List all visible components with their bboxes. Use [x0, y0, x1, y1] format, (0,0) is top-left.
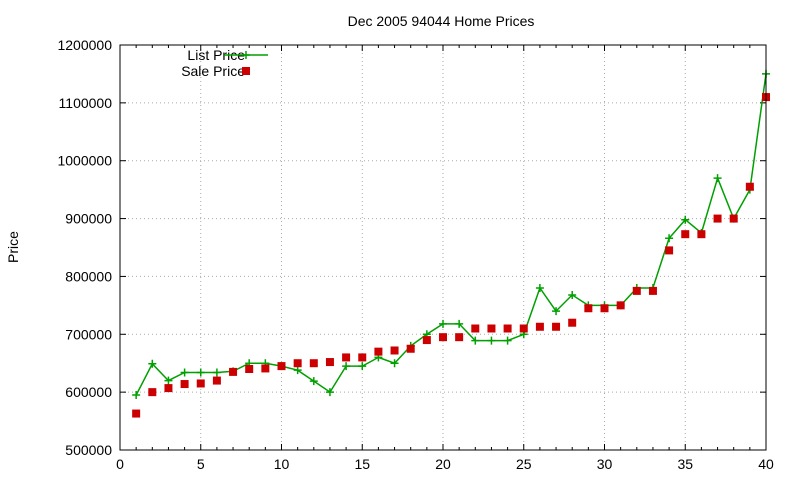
sale-price-point — [519, 324, 528, 333]
plot-frame — [119, 44, 767, 451]
sale-price-point — [439, 333, 447, 342]
x-tick-label: 10 — [274, 456, 290, 472]
sale-price-point — [261, 364, 270, 373]
sale-price-point — [568, 318, 577, 327]
sale-price-point — [681, 230, 690, 239]
sale-price-point — [535, 322, 544, 331]
sale-price-point — [697, 230, 706, 239]
sale-price-point — [665, 246, 674, 255]
x-tick-label: 0 — [116, 456, 124, 472]
sale-price-point — [293, 359, 302, 368]
list-price-point — [665, 234, 674, 243]
sale-price-point — [471, 324, 480, 333]
sale-price-point — [374, 347, 383, 356]
sale-price-point — [552, 322, 561, 331]
sale-price-point — [164, 384, 173, 393]
sale-price-point — [503, 324, 512, 333]
list-price-point — [164, 376, 173, 385]
list-price-point — [309, 377, 318, 386]
series-layer — [132, 69, 770, 418]
list-price-point — [455, 319, 464, 328]
sale-price-point — [390, 346, 399, 355]
x-tick-label: 25 — [516, 456, 532, 472]
list-price-point — [390, 359, 399, 368]
list-price-point — [713, 174, 722, 183]
x-tick-label: 35 — [677, 456, 693, 472]
list-price-line — [135, 73, 767, 396]
legend-plus-marker — [242, 51, 250, 59]
list-price-point — [148, 359, 157, 368]
sale-price-point — [277, 362, 286, 371]
sale-price-point — [325, 358, 334, 367]
sale-price-point — [632, 286, 641, 295]
x-tick-label: 40 — [758, 456, 774, 472]
sale-price-point — [455, 333, 464, 342]
sale-price-point — [487, 324, 496, 333]
sale-price-point — [616, 301, 625, 310]
list-price-point — [487, 336, 496, 345]
x-tick-label: 5 — [197, 456, 205, 472]
chart-title: Dec 2005 94044 Home Prices — [348, 13, 535, 29]
x-tick-label: 30 — [597, 456, 613, 472]
sale-price-point — [229, 367, 238, 376]
sale-price-point — [196, 379, 205, 388]
sale-price-point — [180, 380, 189, 389]
sale-price-point — [212, 376, 221, 385]
list-price-point — [358, 362, 367, 371]
list-price-point — [681, 215, 690, 224]
list-price-point — [503, 336, 512, 345]
sale-price-point — [342, 353, 351, 362]
sale-price-point — [422, 336, 431, 345]
sale-price-point — [729, 214, 738, 223]
sale-price-point — [132, 409, 141, 418]
y-tick-label: 700000 — [65, 326, 112, 342]
sale-price-point — [745, 182, 754, 191]
y-tick-label: 1200000 — [57, 37, 112, 53]
list-price-point — [439, 319, 447, 328]
y-tick-label: 600000 — [65, 384, 112, 400]
y-tick-label: 500000 — [65, 442, 112, 458]
x-tick-label: 20 — [435, 456, 451, 472]
sale-price-point — [148, 388, 157, 397]
y-tick-label: 1100000 — [59, 95, 113, 111]
series-sale-price — [132, 93, 770, 418]
sale-price-point — [245, 365, 254, 373]
list-price-point — [132, 391, 141, 400]
sale-price-point — [406, 344, 415, 353]
ticks: 500000 600000 700000 800000 900000 1000000 110… — [57, 37, 774, 472]
list-price-point — [342, 362, 351, 371]
list-price-point — [212, 368, 221, 377]
list-price-point — [552, 307, 561, 316]
list-price-point — [180, 368, 189, 377]
y-tick-label: 900000 — [65, 211, 112, 227]
x-tick-label: 15 — [354, 456, 370, 472]
sale-price-point — [358, 353, 367, 362]
y-tick-label: 1000000 — [57, 153, 112, 169]
legend-square-marker — [242, 67, 250, 75]
list-price-point — [293, 366, 302, 375]
sale-price-point — [648, 286, 657, 295]
list-price-point — [535, 284, 544, 292]
sale-price-point — [584, 304, 593, 313]
sale-price-point — [600, 304, 609, 313]
list-price-point — [325, 388, 334, 397]
legend-label: Sale Price — [181, 63, 245, 79]
sale-price-point — [713, 214, 722, 223]
y-axis-label: Price — [5, 231, 21, 263]
y-tick-label: 800000 — [65, 268, 112, 284]
list-price-point — [196, 368, 205, 377]
legend-label: List Price — [187, 47, 245, 63]
sale-price-point — [309, 359, 318, 368]
list-price-point — [471, 336, 480, 345]
list-price-point — [568, 290, 577, 299]
